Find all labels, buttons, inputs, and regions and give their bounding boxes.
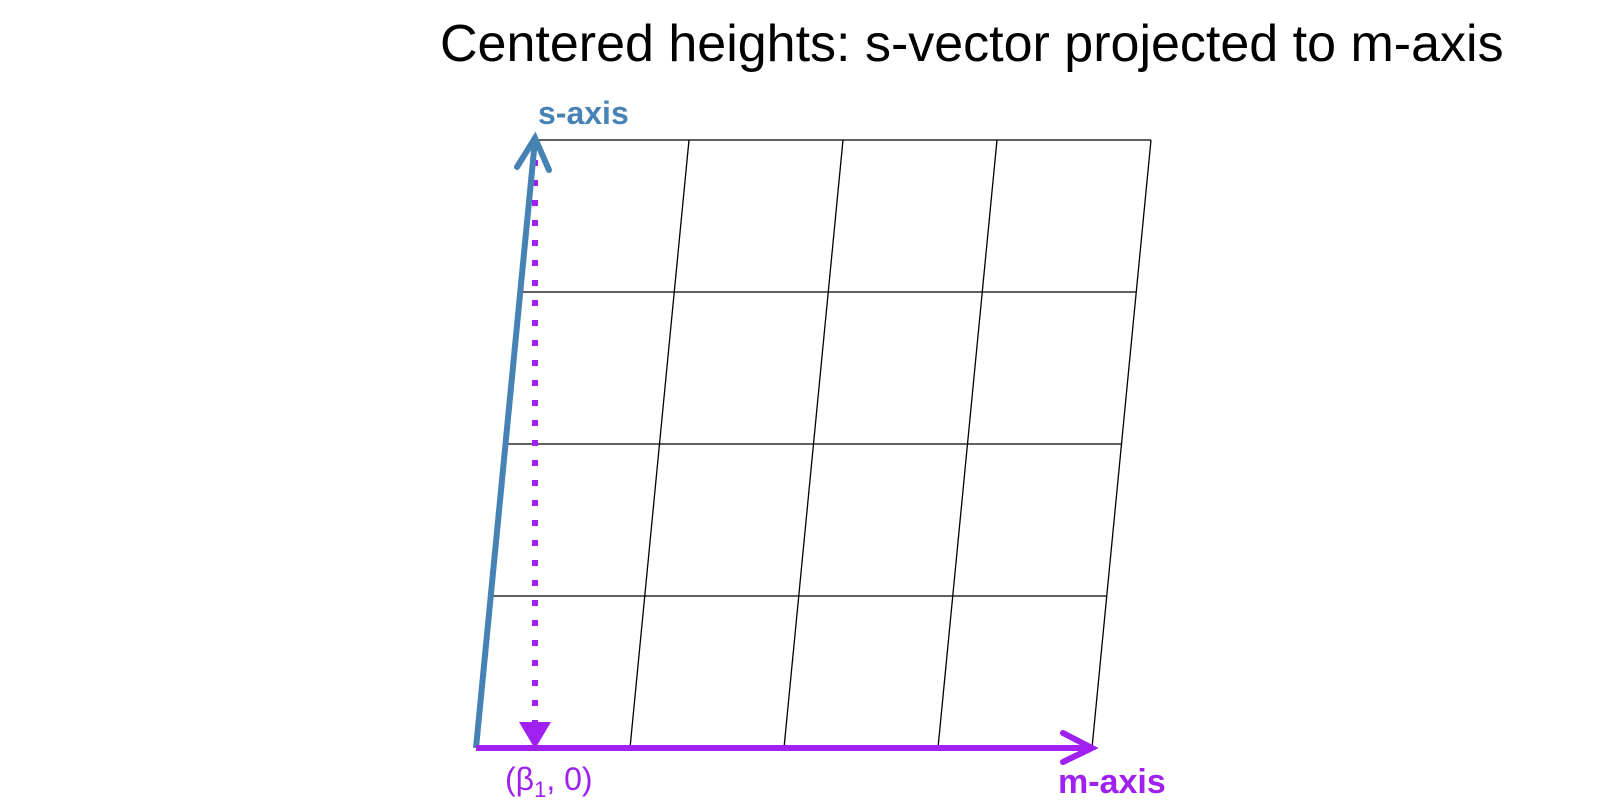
projection-point-label: (β1, 0) [505,761,593,802]
projection-arrowhead [519,722,551,749]
m-axis-label: m-axis [1058,763,1166,801]
oblique-grid [490,139,1152,749]
projection-label-subscript: 1 [534,777,546,802]
s-axis-arrowhead [514,131,552,173]
grid-column-line [629,139,690,749]
s-axis-arrow [473,139,538,749]
grid-column-line [783,139,844,749]
s-axis-label: s-axis [538,95,629,131]
m-axis-arrowhead [1060,730,1099,765]
projection-label-symbol: β [516,761,534,797]
grid-column-line [1091,139,1152,749]
grid-column-line [937,139,998,749]
projection-label-open: ( [505,761,516,797]
diagram-title: Centered heights: s-vector projected to … [440,15,1504,73]
projection-label-rest: , 0) [546,761,592,797]
